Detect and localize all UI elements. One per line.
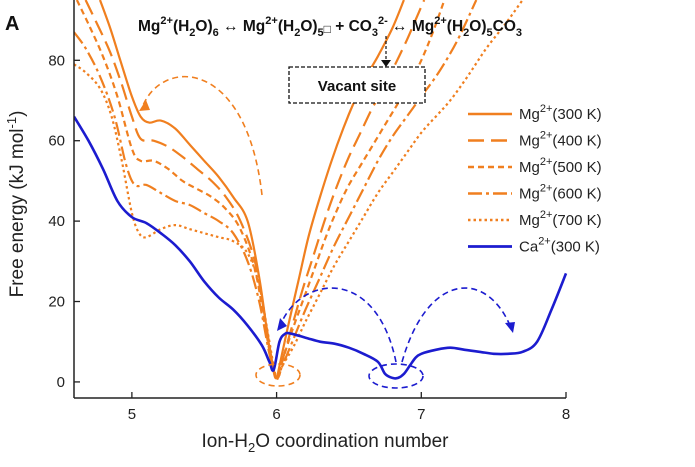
legend: Mg2+(300 K) Mg2+(400 K) Mg2+(500 K) Mg2+(60… (468, 103, 602, 256)
series-line-1 (84, 0, 426, 380)
y-tick-label: 0 (57, 374, 65, 391)
legend-label-0: Mg2+(300 K) (519, 103, 602, 123)
x-ticks: 5 6 7 8 (128, 392, 570, 423)
y-tick-label: 40 (48, 213, 65, 230)
vacant-site-label: Vacant site (318, 78, 396, 95)
ca-minimum-marker (368, 363, 424, 389)
ca-arrow-right (401, 287, 512, 363)
x-tick-label: 8 (562, 406, 570, 423)
legend-label-3: Mg2+(600 K) (519, 183, 602, 203)
series-line-3 (74, 0, 478, 380)
series-line-0 (98, 0, 405, 380)
x-axis-label: Ion-H2O coordination number (202, 431, 450, 455)
ca-arrow-right-head (505, 322, 515, 333)
legend-label-5: Ca2+(300 K) (519, 236, 600, 256)
vacant-site-box (288, 66, 426, 104)
y-tick-label: 20 (48, 294, 65, 311)
legend-label-2: Mg2+(500 K) (519, 156, 602, 176)
legend-label-4: Mg2+(700 K) (519, 209, 602, 229)
series-layer (74, 0, 568, 380)
x-tick-label: 6 (272, 406, 280, 423)
y-tick-label: 80 (48, 52, 65, 69)
mg-transition-arrowhead (139, 100, 150, 111)
vacant-site-pointer-head (381, 60, 391, 67)
ca-arrow-left (279, 287, 397, 363)
x-tick-label: 7 (417, 406, 425, 423)
reaction-equation: Mg2+(H2O)6 ↔ Mg2+(H2O)5□ + CO32- ↔ Mg2+(… (138, 15, 522, 39)
y-axis-label: Free energy (kJ mol-1) (4, 111, 28, 298)
panel-label: A (5, 13, 19, 35)
mg-minimum-marker (255, 363, 301, 387)
mg-transition-arrow (141, 76, 263, 196)
axes: 5 6 7 8 0 20 40 60 80 (48, 0, 570, 423)
series-line-5 (74, 115, 568, 380)
y-tick-label: 60 (48, 133, 65, 150)
ca-arrow-left-head (277, 318, 287, 331)
x-tick-label: 5 (128, 406, 136, 423)
series-line-4 (74, 0, 524, 380)
legend-label-1: Mg2+(400 K) (519, 130, 602, 150)
series-line-2 (75, 0, 446, 379)
annotations (139, 76, 515, 389)
y-ticks: 0 20 40 60 80 (48, 52, 80, 391)
